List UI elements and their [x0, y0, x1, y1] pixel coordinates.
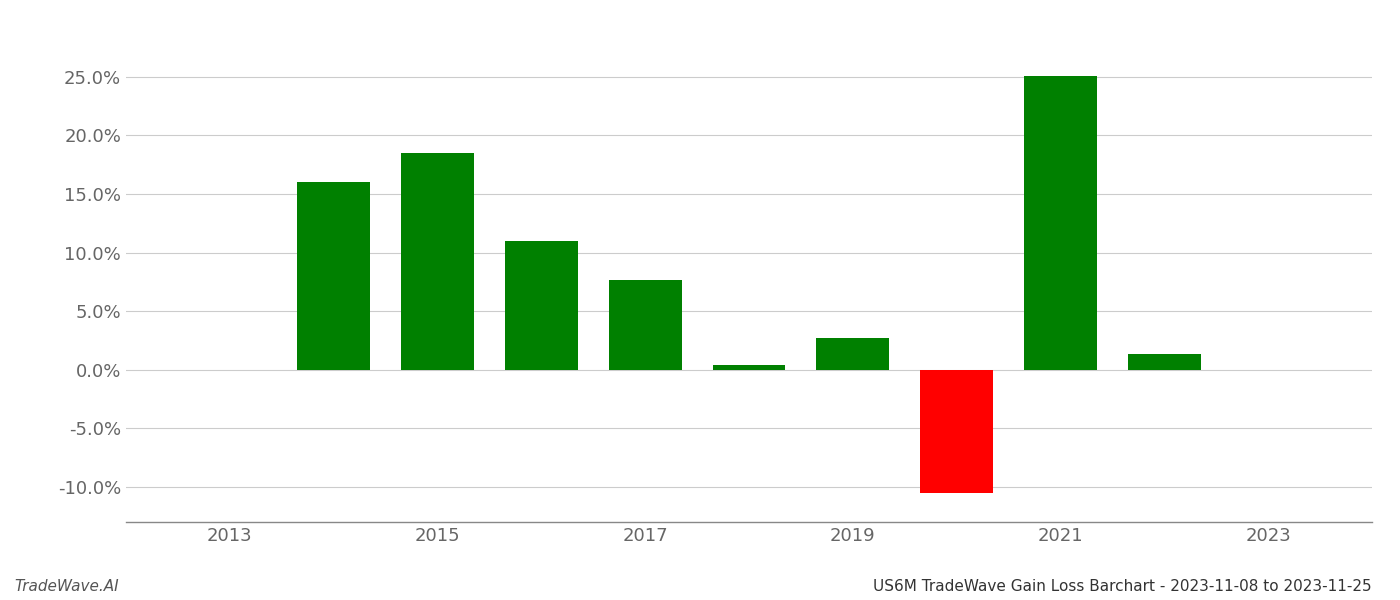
Bar	[816, 338, 889, 370]
Bar	[609, 280, 682, 370]
Bar	[402, 153, 473, 370]
Bar	[505, 241, 578, 370]
Text: US6M TradeWave Gain Loss Barchart - 2023-11-08 to 2023-11-25: US6M TradeWave Gain Loss Barchart - 2023…	[874, 579, 1372, 594]
Text: TradeWave.AI: TradeWave.AI	[14, 579, 119, 594]
Bar	[1025, 76, 1096, 370]
Bar	[1128, 355, 1201, 370]
Bar	[920, 370, 993, 493]
Bar	[297, 182, 370, 370]
Bar	[713, 365, 785, 370]
